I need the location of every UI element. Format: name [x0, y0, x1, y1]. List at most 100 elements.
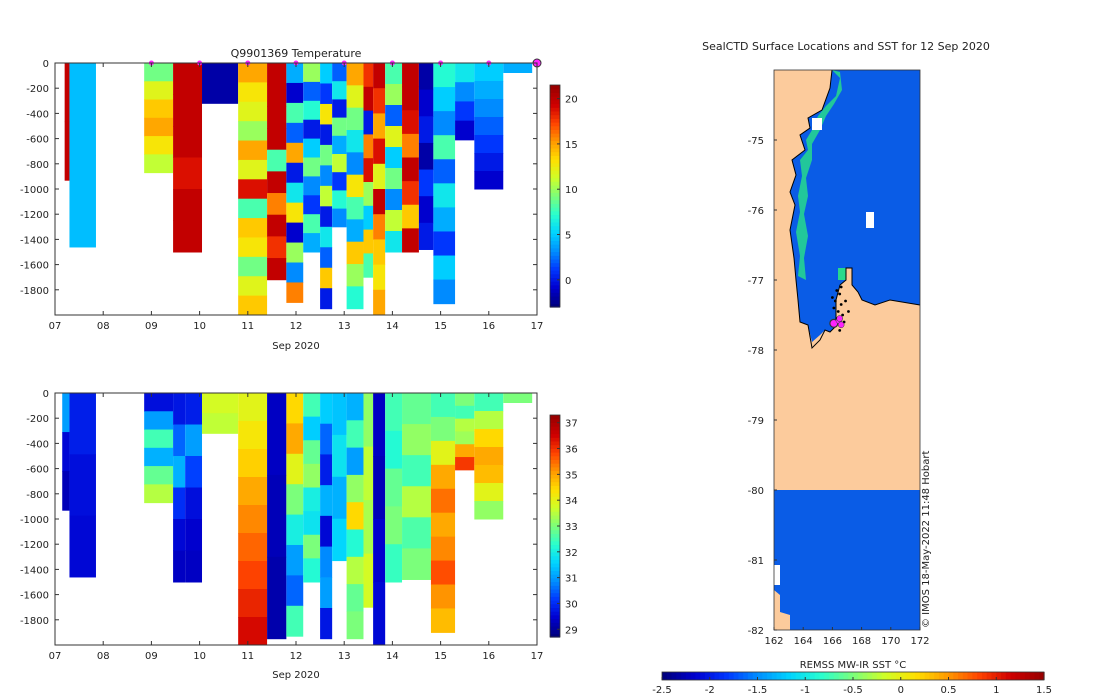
sst-colorbar-segment [829, 672, 835, 680]
profile-8-cell [286, 393, 304, 424]
y-tick-label: -1400 [20, 565, 49, 576]
profile-4-cell [185, 393, 203, 425]
profile-10-cell [320, 577, 333, 609]
sst-colorbar-segment [714, 672, 720, 680]
colorbar-segment [550, 196, 560, 201]
map-ocean-north [790, 70, 920, 342]
profile-1-cell [69, 154, 96, 248]
y-tick-label: -200 [26, 414, 49, 425]
profile-3-cell [173, 519, 186, 551]
profile-17-cell [433, 111, 456, 136]
colorbar-segment [550, 481, 560, 486]
profile-17-cell [430, 488, 456, 514]
profile-9-cell [320, 103, 333, 125]
colorbar-segment [550, 118, 560, 123]
profile-6-cell [238, 561, 268, 590]
map-y-tick-label: -75 [748, 136, 764, 147]
colorbar-segment [550, 295, 560, 301]
salinity-profiles [62, 393, 533, 646]
sst-colorbar-segment [919, 672, 926, 680]
colorbar-segment [550, 244, 560, 249]
profile-17-cell [430, 464, 456, 490]
profile-7-cell [286, 262, 304, 283]
sst-colorbar-segment [910, 672, 916, 680]
profile-15-cell [385, 468, 403, 507]
profile-9-cell [320, 63, 333, 84]
colorbar-segment [550, 477, 560, 483]
colorbar-segment [550, 240, 560, 245]
profile-19-cell [474, 63, 504, 82]
profile-19-cell [474, 171, 504, 190]
profile-11-cell [346, 152, 364, 176]
sst-colorbar-segment [962, 672, 969, 680]
colorbar-segment [550, 592, 560, 597]
colorbar-segment [550, 622, 560, 627]
profile-7-cell [286, 102, 304, 124]
profile-17-cell [430, 416, 456, 442]
colorbar-segment [550, 299, 560, 304]
profile-17-cell [433, 135, 456, 160]
colorbar-segment [550, 500, 560, 505]
profile-10-cell [332, 154, 347, 173]
profile-14-cell [385, 126, 403, 148]
profile-12-cell [363, 205, 374, 231]
sst-colorbar-segment [924, 672, 930, 680]
colorbar-segment [550, 210, 560, 216]
profile-16-cell [418, 63, 434, 91]
profile-8-cell [303, 195, 321, 215]
profile-2-cell [144, 447, 174, 467]
profile-16-cell [418, 196, 434, 224]
map-no-data-patch [866, 212, 874, 228]
profile-5-cell [238, 295, 268, 316]
map-y-tick-label: -78 [748, 346, 764, 357]
profile-2-cell [144, 466, 174, 485]
profile-5-cell [238, 218, 268, 238]
profile-2-cell [144, 81, 174, 101]
profile-9-cell [303, 487, 321, 512]
profile-13-cell [373, 289, 386, 316]
profile-10-cell [320, 485, 333, 517]
profile-13-cell [363, 500, 374, 555]
sst-colorbar-segment [857, 672, 864, 680]
x-tick-label: 09 [145, 651, 158, 662]
profile-12-cell [346, 529, 364, 558]
profile-11-cell [346, 174, 364, 198]
x-tick-label: 12 [290, 651, 303, 662]
sst-colorbar-segment [800, 672, 806, 680]
sst-colorbar-tick-label: 0.5 [941, 685, 957, 696]
profile-17-cell [433, 183, 456, 208]
profile-2-cell [144, 63, 174, 82]
profile-14-cell [373, 393, 386, 457]
colorbar-segment [550, 440, 560, 446]
profile-12-cell [363, 253, 374, 278]
profile-5-cell [238, 82, 268, 103]
y-tick-label: -1200 [20, 540, 49, 551]
sst-colorbar-tick-label: -2.5 [652, 685, 672, 696]
profile-18-cell [455, 457, 475, 471]
profile-14-cell [385, 84, 403, 106]
profile-10-cell [332, 99, 347, 119]
sst-colorbar-segment [704, 672, 711, 680]
sst-colorbar-segment [814, 672, 821, 680]
colorbar-segment [550, 555, 560, 560]
colorbar-segment [550, 611, 560, 616]
map-x-tick-label: 166 [823, 636, 842, 647]
colorbar-segment [550, 207, 560, 212]
profile-10-cell [320, 607, 333, 640]
profile-7-cell [286, 63, 304, 84]
colorbar-tick-label: 33 [565, 522, 578, 533]
profile-17-cell [433, 207, 456, 232]
colorbar-segment [550, 507, 560, 512]
track-point [838, 329, 842, 332]
profile-18-cell [455, 120, 475, 141]
profile-11-cell [332, 518, 347, 562]
sst-colorbar-segment [685, 672, 692, 680]
temperature-panel: Q9901369 Temperature 07 08 09 10 11 12 13 14 15 1… [20, 47, 578, 352]
profile-15-cell [385, 393, 403, 432]
profile-16-cell [402, 424, 431, 456]
profile-13-cell [373, 88, 386, 114]
profile-8-cell [303, 176, 321, 196]
profile-12-cell [363, 63, 374, 88]
sst-colorbar-segment [929, 672, 935, 680]
profile-5-cell [238, 159, 268, 180]
